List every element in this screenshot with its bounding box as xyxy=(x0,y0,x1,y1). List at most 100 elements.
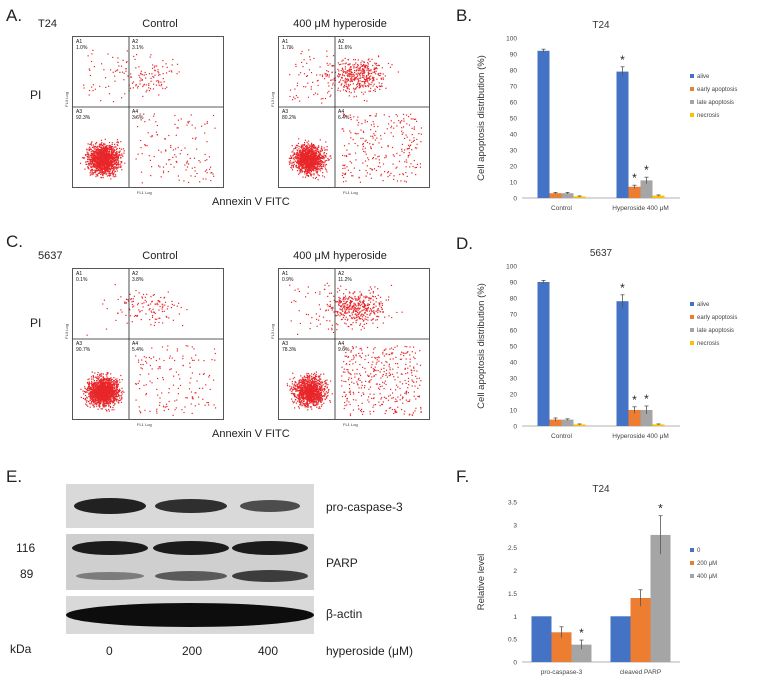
legend-swatch-2 xyxy=(690,328,694,332)
bar-alive-0 xyxy=(537,282,550,426)
panel-c-annexin-label: Annexin V FITC xyxy=(212,428,290,440)
quadrant-label-a1: A1 0.1% xyxy=(76,271,88,283)
flow-axis-x-label: FL1 Log xyxy=(343,190,358,195)
y-tick-label: 10 xyxy=(510,180,518,187)
legend-label-1: early apoptosis xyxy=(697,87,737,93)
legend-label-1: 200 μM xyxy=(697,561,717,567)
y-tick-label: 1 xyxy=(513,614,517,621)
y-tick-label: 50 xyxy=(510,116,518,123)
legend-swatch-1 xyxy=(690,87,694,91)
bar-0-1 xyxy=(610,616,631,662)
legend-swatch-0 xyxy=(690,548,694,552)
quadrant-label-a4: A4 9.6% xyxy=(338,341,350,353)
flow-plot-c-control: A1 0.1% A2 3.8% A3 90.7% A4 5.4% FL3 Log FL1 … xyxy=(64,268,224,427)
quadrant-label-a2: A2 3.8% xyxy=(132,271,144,283)
bar-necrosis-0 xyxy=(573,196,586,198)
y-axis-label: Cell apoptosis distribution (%) xyxy=(476,283,487,409)
blot-pro-caspase-3 xyxy=(66,484,314,528)
legend-swatch-2 xyxy=(690,574,694,578)
flow-axis-x-label: FL1 Log xyxy=(137,190,152,195)
flow-plot-a-hyperoside: A1 1.7% A2 11.6% A3 80.2% A4 6.4% FL3 Log FL1… xyxy=(270,36,430,195)
y-tick-label: 3 xyxy=(513,522,517,529)
lane-label-400: 400 xyxy=(258,644,279,658)
significance-star: * xyxy=(632,393,637,407)
blot-parp xyxy=(66,534,314,590)
quadrant-label-a3: A3 90.7% xyxy=(76,341,91,353)
quadrant-label-a1: A1 0.9% xyxy=(282,271,294,283)
panel-e-letter: E. xyxy=(6,467,23,486)
panel-b-letter: B. xyxy=(456,6,473,25)
marker-116: 116 xyxy=(16,541,36,555)
x-tick-label: Control xyxy=(551,205,573,212)
y-tick-label: 0 xyxy=(513,424,517,431)
bar-necrosis-1 xyxy=(652,195,665,198)
bar-early-apoptosis-0 xyxy=(549,419,562,426)
x-tick-label: cleaved PARP xyxy=(620,669,661,676)
treatment-label: hyperoside (μM) xyxy=(326,644,413,658)
panel-c-cell-line: 5637 xyxy=(38,250,63,262)
y-tick-label: 50 xyxy=(510,344,518,351)
chart-b: T24 Cell apoptosis distribution (%) 0 10 20 3… xyxy=(476,20,737,212)
y-tick-label: 60 xyxy=(510,100,518,107)
panel-a-pi-label: PI xyxy=(30,88,42,102)
bar-alive-0 xyxy=(537,50,550,198)
y-tick-label: 10 xyxy=(510,408,518,415)
y-tick-label: 20 xyxy=(510,392,518,399)
legend-label-2: 400 μM xyxy=(697,574,717,580)
legend-swatch-3 xyxy=(690,341,694,345)
blot-beta-actin xyxy=(66,596,314,634)
bar-alive-1 xyxy=(616,301,629,426)
bar-necrosis-0 xyxy=(573,424,586,426)
quadrant-label-a2: A2 3.1% xyxy=(132,39,144,51)
panel-c-letter: C. xyxy=(6,232,23,251)
panel-a-cell-line: T24 xyxy=(38,18,57,30)
flow-axis-x-label: FL1 Log xyxy=(343,422,358,427)
y-tick-label: 0 xyxy=(513,660,517,667)
bar-late-apoptosis-0 xyxy=(561,193,574,198)
quadrant-label-a1: A1 1.7% xyxy=(282,39,294,51)
flow-axis-y-label: FL3 Log xyxy=(63,324,69,339)
panel-c-title-hyperoside: 400 μM hyperoside xyxy=(293,250,387,262)
quadrant-label-a3: A3 78.3% xyxy=(282,341,297,353)
band-label-parp: PARP xyxy=(326,556,358,570)
panel-a-title-hyperoside: 400 μM hyperoside xyxy=(293,18,387,30)
panel-a-letter: A. xyxy=(6,6,23,25)
marker-89: 89 xyxy=(20,567,34,581)
significance-star: * xyxy=(644,163,649,177)
chart-title: 5637 xyxy=(590,248,613,259)
panel-f-letter: F. xyxy=(456,467,470,486)
y-tick-label: 1.5 xyxy=(508,591,517,598)
x-tick-label: Hyperoside 400 μM xyxy=(612,433,669,440)
y-tick-label: 40 xyxy=(510,132,518,139)
significance-star: * xyxy=(632,171,637,185)
flow-axis-y-label: FL3 Log xyxy=(63,92,69,107)
legend-swatch-0 xyxy=(690,302,694,306)
significance-star: * xyxy=(644,392,649,406)
significance-star: * xyxy=(658,502,663,516)
quadrant-label-a1: A1 1.0% xyxy=(76,39,88,51)
significance-star: * xyxy=(620,281,625,295)
legend-label-0: alive xyxy=(697,302,710,308)
legend-label-2: late apoptosis xyxy=(697,100,734,106)
bar-early-apoptosis-0 xyxy=(549,193,562,198)
legend-label-1: early apoptosis xyxy=(697,315,737,321)
bar-necrosis-1 xyxy=(652,424,665,426)
legend-swatch-2 xyxy=(690,100,694,104)
band-label-pro-caspase-3: pro-caspase-3 xyxy=(326,500,403,514)
chart-f: T24 Relative level 0 0.5 1 1.5 2 2.5 3 3.5 pro-cas… xyxy=(476,484,717,676)
y-tick-label: 40 xyxy=(510,360,518,367)
legend-swatch-1 xyxy=(690,561,694,565)
y-tick-label: 30 xyxy=(510,148,518,155)
bar-0-0 xyxy=(531,616,552,662)
flow-axis-y-label: FL3 Log xyxy=(269,92,275,107)
legend-label-2: late apoptosis xyxy=(697,328,734,334)
quadrant-label-a2: A2 11.2% xyxy=(338,271,352,283)
lane-label-200: 200 xyxy=(182,644,203,658)
y-tick-label: 80 xyxy=(510,296,518,303)
panel-d-letter: D. xyxy=(456,234,473,253)
y-tick-label: 80 xyxy=(510,68,518,75)
lane-label-0: 0 xyxy=(106,644,113,658)
panel-c-pi-label: PI xyxy=(30,316,42,330)
quadrant-label-a3: A3 80.2% xyxy=(282,109,297,121)
legend-label-3: necrosis xyxy=(697,113,719,119)
